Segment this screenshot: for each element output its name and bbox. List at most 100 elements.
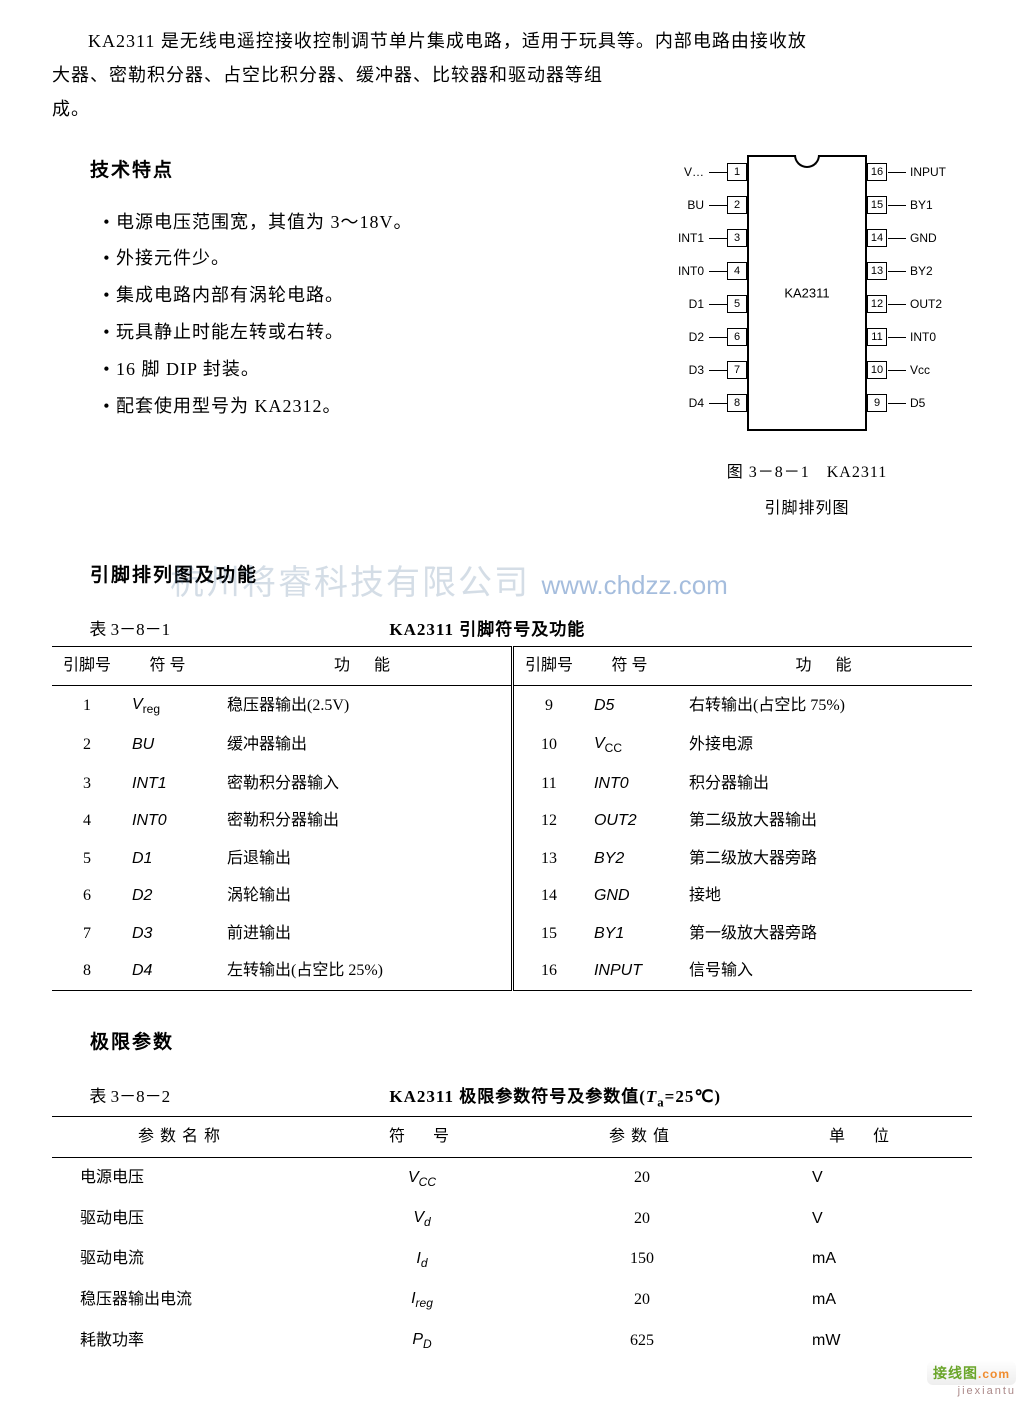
chip-pin-lead — [888, 403, 906, 404]
pin-td: D1 — [122, 840, 217, 878]
chip-pin-label: OUT2 — [910, 297, 942, 311]
limit-td: mA — [752, 1279, 972, 1320]
chip-pin-label: D1 — [689, 297, 704, 311]
table-row: 6D2涡轮输出14GND接地 — [52, 877, 972, 915]
limit-table-caption: 表 3－8－2 KA2311 极限参数符号及参数值(Ta=25℃) — [52, 1082, 972, 1110]
pin-td: BY1 — [584, 915, 679, 953]
pin-td: INT0 — [584, 765, 679, 803]
pin-td: 10 — [514, 725, 584, 764]
chip-pin-box: 9 — [867, 394, 887, 412]
table-row: 1Vreg稳压器输出(2.5V)9D5右转输出(占空比 75%) — [52, 685, 972, 725]
limit-th: 单 位 — [752, 1117, 972, 1157]
pin-td: 第二级放大器旁路 — [679, 840, 972, 878]
table-row: 4INT0密勒积分器输出12OUT2第二级放大器输出 — [52, 802, 972, 840]
limit-td: mW — [752, 1320, 972, 1361]
pin-td: D3 — [122, 915, 217, 953]
chip-pin-box: 7 — [727, 361, 747, 379]
pin-td: 15 — [514, 915, 584, 953]
pin-td: 2 — [52, 725, 122, 764]
tech-left-column: 技术特点 电源电压范围宽，其值为 3～18V。 外接元件少。 集成电路内部有涡轮… — [52, 141, 622, 425]
pin-td: 密勒积分器输出 — [217, 802, 512, 840]
pin-td: 11 — [514, 765, 584, 803]
pin-td: 8 — [52, 952, 122, 990]
chip-pin-label: INT1 — [678, 231, 704, 245]
chip-pin-box: 3 — [727, 229, 747, 247]
pin-td: 3 — [52, 765, 122, 803]
chip-pin-label: INT0 — [678, 264, 704, 278]
pin-td: 14 — [514, 877, 584, 915]
chip-pin-lead — [709, 172, 727, 173]
pin-td: INPUT — [584, 952, 679, 990]
pin-td: 密勒积分器输入 — [217, 765, 512, 803]
pin-table-label: 表 3－8－1 — [89, 615, 389, 640]
chip-body: KA2311 — [747, 155, 867, 431]
heading-pins-func: 引脚排列图及功能 — [90, 560, 972, 587]
pin-th: 功 能 — [217, 647, 512, 686]
pin-td: 外接电源 — [679, 725, 972, 764]
pin-td: 13 — [514, 840, 584, 878]
chip-pin-label: INT0 — [910, 330, 936, 344]
pin-td: 左转输出(占空比 25%) — [217, 952, 512, 990]
limit-th: 参数名称 — [52, 1117, 312, 1157]
limit-td: V — [752, 1157, 972, 1198]
chip-pin-box: 1 — [727, 163, 747, 181]
chip-diagram: KA2311 1V…2BU3INT14INT05D16D27D38D416INP… — [652, 141, 962, 451]
footer-brand: 接线图.com — [927, 1361, 1016, 1385]
chip-caption-2: 引脚排列图 — [642, 495, 972, 524]
limit-td: 耗散功率 — [52, 1320, 312, 1361]
chip-pin-label: BU — [687, 198, 704, 212]
pin-th: 符号 — [122, 647, 217, 686]
pin-td: INT1 — [122, 765, 217, 803]
chip-notch-icon — [794, 155, 820, 168]
table-row: 驱动电压Vd20V — [52, 1198, 972, 1239]
limit-table-header-row: 参数名称 符 号 参数值 单 位 — [52, 1117, 972, 1157]
limit-td: 150 — [532, 1239, 752, 1280]
chip-pin-box: 16 — [867, 163, 887, 181]
limit-td: 625 — [532, 1320, 752, 1361]
chip-pin-label: D3 — [689, 363, 704, 377]
pin-td: VCC — [584, 725, 679, 764]
pin-td: 1 — [52, 685, 122, 725]
chip-pin-lead — [709, 403, 727, 404]
limit-td: Vd — [312, 1198, 532, 1239]
chip-pin-lead — [888, 304, 906, 305]
pin-td: 9 — [514, 685, 584, 725]
pin-td: INT0 — [122, 802, 217, 840]
pin-td: 6 — [52, 877, 122, 915]
chip-name: KA2311 — [749, 285, 865, 300]
chip-pin-box: 2 — [727, 196, 747, 214]
limit-table-label: 表 3－8－2 — [89, 1082, 389, 1110]
chip-pin-box: 6 — [727, 328, 747, 346]
chip-pin-box: 5 — [727, 295, 747, 313]
chip-pin-lead — [888, 238, 906, 239]
chip-pin-box: 14 — [867, 229, 887, 247]
intro-line-2: 大器、密勒积分器、占空比积分器、缓冲器、比较器和驱动器等组 — [52, 58, 972, 92]
chip-caption-1: 图 3－8－1 KA2311 — [642, 459, 972, 488]
table-row: 2BU缓冲器输出10VCC外接电源 — [52, 725, 972, 764]
pin-th: 引脚号 — [52, 647, 122, 686]
table-row: 3INT1密勒积分器输入11INT0积分器输出 — [52, 765, 972, 803]
limit-td: VCC — [312, 1157, 532, 1198]
feature-item: 玩具静止时能左转或右转。 — [103, 314, 622, 351]
pin-td: D5 — [584, 685, 679, 725]
chip-pin-box: 15 — [867, 196, 887, 214]
chip-pin-label: D2 — [689, 330, 704, 344]
pin-td: 涡轮输出 — [217, 877, 512, 915]
table-row: 电源电压VCC20V — [52, 1157, 972, 1198]
pin-td: 4 — [52, 802, 122, 840]
limit-td: 驱动电压 — [52, 1198, 312, 1239]
chip-pin-lead — [888, 271, 906, 272]
pin-td: 12 — [514, 802, 584, 840]
pin-td: D2 — [122, 877, 217, 915]
pin-table-header-row: 引脚号 符号 功 能 引脚号 符号 功 能 — [52, 647, 972, 686]
chip-pin-lead — [888, 205, 906, 206]
pin-td: 5 — [52, 840, 122, 878]
pin-th: 引脚号 — [514, 647, 584, 686]
limit-td: PD — [312, 1320, 532, 1361]
intro-line-3: 成。 — [52, 92, 972, 126]
chip-pin-box: 13 — [867, 262, 887, 280]
table-row: 驱动电流Id150mA — [52, 1239, 972, 1280]
chip-pin-lead — [709, 238, 727, 239]
pin-th: 符号 — [584, 647, 679, 686]
chip-pin-lead — [709, 205, 727, 206]
